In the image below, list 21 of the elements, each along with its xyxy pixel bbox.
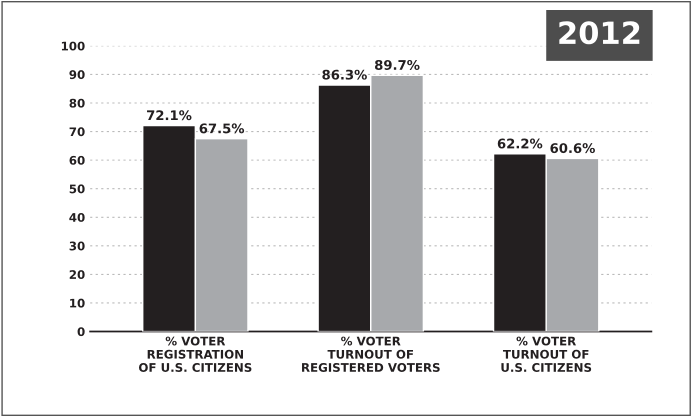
data-label: 60.6%	[550, 143, 595, 154]
y-tick-label: 60	[70, 156, 85, 165]
data-label: 72.1%	[147, 110, 192, 120]
y-tick-label: 80	[70, 98, 85, 108]
data-label: 62.2%	[498, 138, 542, 149]
x-tick-label: % VOTER TURNOUT OF U.S. CITIZENS	[501, 336, 592, 372]
y-tick-label: 90	[69, 70, 85, 80]
y-tick-label: 20	[70, 270, 85, 280]
y-tick-label: 50	[70, 184, 85, 194]
y-tick-label: 70	[70, 127, 85, 136]
data-label: 89.7%	[374, 60, 420, 70]
x-tick-label: % VOTER TURNOUT OF REGISTERED VOTERS	[302, 336, 440, 372]
y-tick-label: 0	[78, 327, 85, 336]
x-tick-label: % VOTER REGISTRATION OF U.S. CITIZENS	[138, 336, 252, 372]
y-tick-label: 100	[62, 42, 85, 51]
chart-title: 2012	[559, 21, 640, 44]
data-label: 67.5%	[200, 123, 244, 134]
y-tick-label: 10	[70, 298, 85, 308]
data-label: 86.3%	[322, 70, 367, 80]
y-tick-label: 40	[69, 212, 85, 222]
y-tick-label: 30	[70, 242, 85, 250]
